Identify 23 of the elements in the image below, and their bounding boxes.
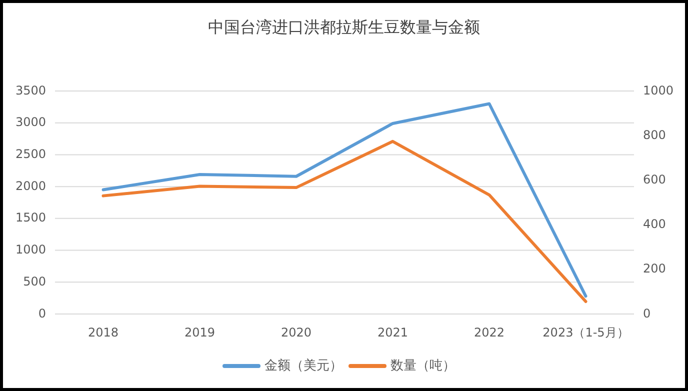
- y-tick-label: 1000: [15, 242, 46, 257]
- y-tick-label: 1500: [15, 210, 46, 225]
- title: 中国台湾进口洪都拉斯生豆数量与金额: [208, 17, 480, 36]
- x-tick-label: 2019: [184, 325, 216, 340]
- y-tick-label: 2500: [15, 146, 46, 161]
- y-tick-label: 2000: [15, 178, 46, 193]
- y2-tick-label: 400: [643, 217, 666, 232]
- y2-tick-label: 600: [643, 172, 666, 186]
- y-tick-label: 0: [38, 306, 46, 320]
- y-tick-label: 3500: [15, 83, 46, 98]
- y2-tick-label: 200: [643, 262, 666, 276]
- y2-tick-label: 0: [643, 306, 651, 320]
- x-tick-label: 2023（1-5月）: [542, 325, 629, 340]
- y2-tick-label: 800: [643, 128, 666, 142]
- legend-label: 数量（吨）: [390, 358, 456, 374]
- y-tick-label: 500: [23, 274, 46, 288]
- y2-tick-label: 1000: [643, 83, 674, 98]
- x-tick-label: 2022: [474, 325, 505, 340]
- y-tick-label: 3000: [15, 115, 46, 130]
- x-tick-label: 2018: [88, 325, 119, 340]
- x-tick-label: 2020: [280, 325, 312, 340]
- legend-label: 金额（美元）: [264, 358, 342, 374]
- x-tick-label: 2021: [377, 325, 408, 340]
